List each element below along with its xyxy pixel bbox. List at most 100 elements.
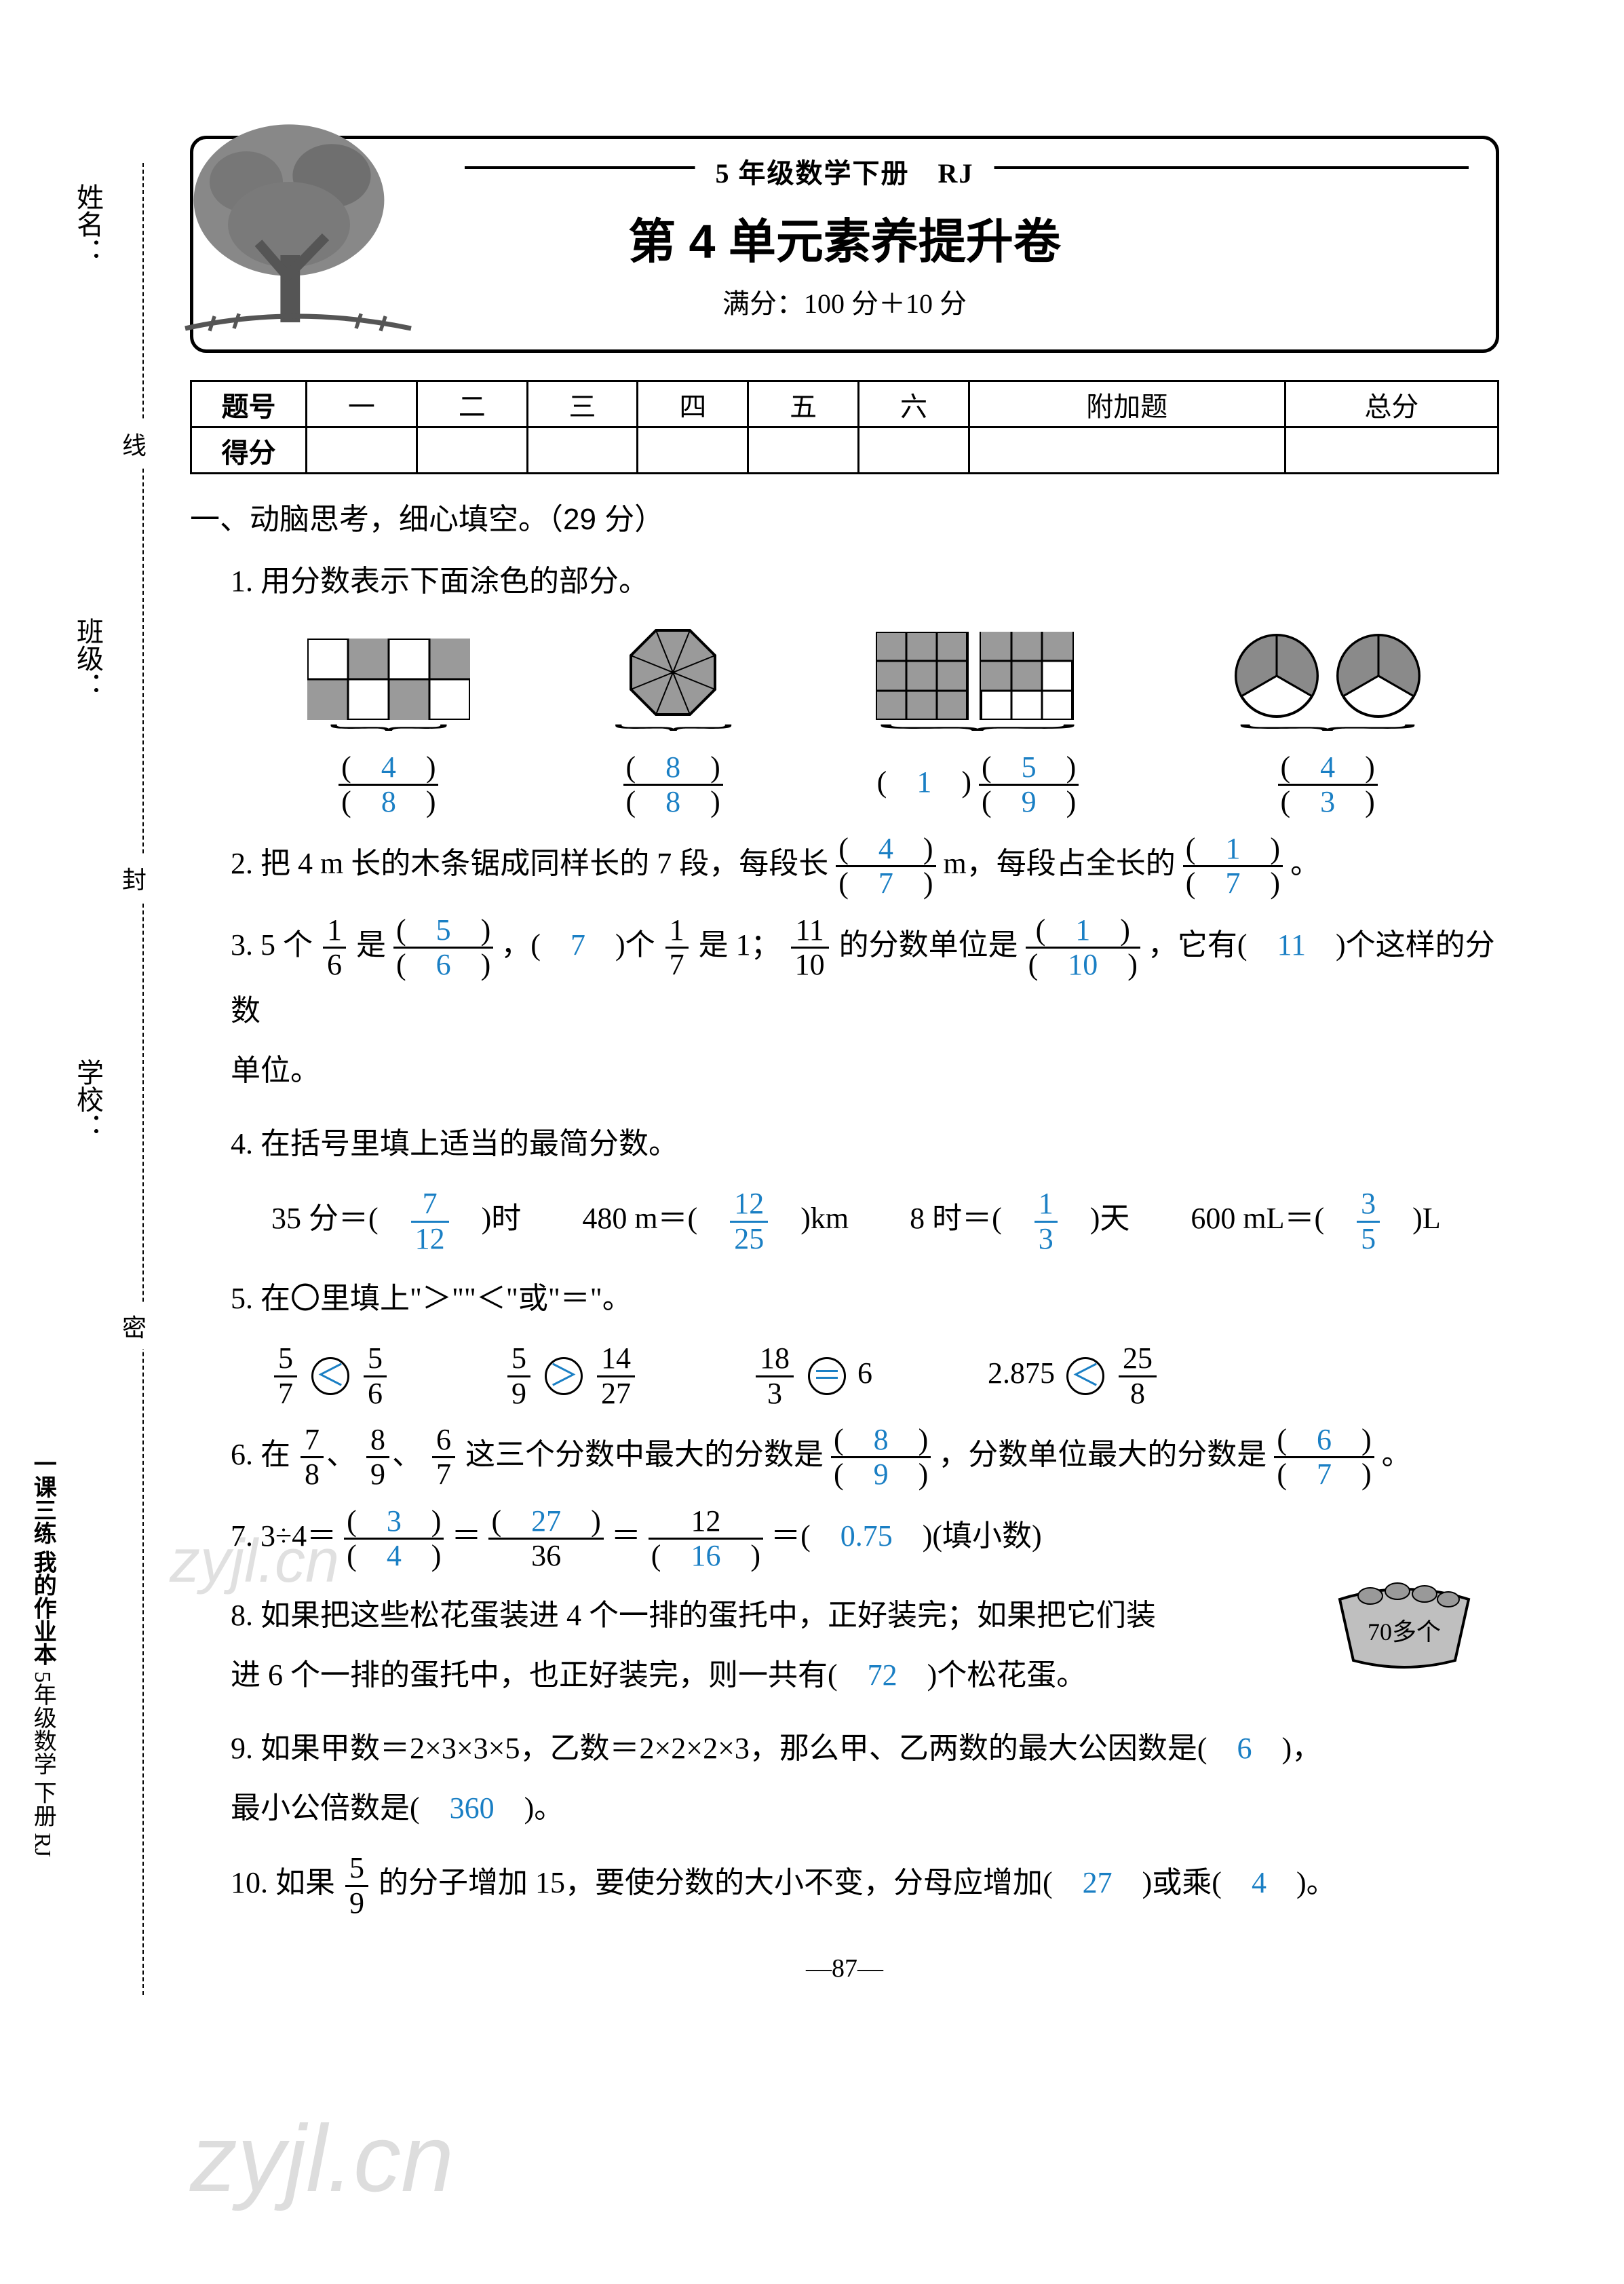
q2-text: 2. 把 4 m 长的木条锯成同样长的 7 段，每段长 xyxy=(231,847,828,880)
q7-eq2: ＝ xyxy=(611,1519,641,1553)
q3-f2: 17 xyxy=(665,914,689,982)
q9-l1a: 9. 如果甲数＝2×3×3×5，乙数＝2×2×2×3，那么甲、乙两数的最大公因数… xyxy=(231,1732,1237,1765)
question-4: 4. 在括号里填上适当的最简分数。 35 分＝( 712 )时 480 m＝( … xyxy=(231,1114,1499,1255)
q1-shapes-row: ︸ ( 4 ) ( 8 ) ︸ ( 8 ) ( 8 ) xyxy=(231,625,1499,819)
book-label: 5 年级数学下册 RJ xyxy=(695,151,994,191)
question-8: 70多个 8. 如果把这些松花蛋装进 4 个一排的蛋托中，正好装完；如果把它们装… xyxy=(231,1586,1499,1705)
spine-text-1: 5年级数学 下册 RJ xyxy=(30,1671,55,1857)
q8-l2b: )个松花蛋。 xyxy=(897,1658,1087,1692)
th-7: 附加题 xyxy=(969,381,1285,427)
question-9: 9. 如果甲数＝2×3×3×5，乙数＝2×2×2×3，那么甲、乙两数的最大公因数… xyxy=(231,1719,1499,1838)
th-4: 四 xyxy=(638,381,748,427)
q3-t6: ，它有( xyxy=(1148,928,1277,962)
octagon-icon xyxy=(625,625,720,720)
book-spine: 一课三练 我的作业本 5年级数学 下册 RJ xyxy=(27,1452,57,2063)
q5-c2: 59 ＞ 1427 xyxy=(505,1342,638,1410)
q6-post: 。 xyxy=(1382,1438,1412,1471)
q4-i4: 600 mL＝( 35 )L xyxy=(1191,1187,1440,1255)
q9-l2a: 最小公倍数是( xyxy=(231,1791,450,1825)
q10-pre: 10. 如果 xyxy=(231,1866,335,1899)
q3-t5: 的分数单位是 xyxy=(839,928,1018,962)
section-1-title: 一、动脑思考，细心填空。（29 分） xyxy=(190,495,1499,538)
q6-t2: ，分数单位最大的分数是 xyxy=(938,1438,1267,1471)
page-content: 5 年级数学下册 RJ 第 4 单元素养提升卷 满分：100 分＋10 分 题号… xyxy=(190,136,1499,1983)
q8-l1: 8. 如果把这些松花蛋装进 4 个一排的蛋托中，正好装完；如果把它们装 xyxy=(231,1599,1156,1632)
word-feng: 封 xyxy=(122,855,147,901)
watermark-1: zyjl.cn xyxy=(170,1527,339,1597)
q3-t2: ，( xyxy=(501,928,571,962)
td-2[interactable] xyxy=(417,427,527,474)
q10-t2: )或乘( xyxy=(1113,1866,1252,1899)
td-label: 得分 xyxy=(191,427,307,474)
q5-c3: 183 ＝ 6 xyxy=(753,1342,872,1410)
q7-eq1: ＝ xyxy=(451,1519,481,1553)
egg-bowl-icon: 70多个 xyxy=(1330,1572,1479,1674)
q3-t1: 是 xyxy=(356,928,386,962)
q10-a2: 4 xyxy=(1252,1866,1267,1899)
bowl-label: 70多个 xyxy=(1368,1618,1441,1645)
label-name: 姓名： xyxy=(68,183,107,265)
score-table: 题号 一 二 三 四 五 六 附加题 总分 得分 xyxy=(190,380,1499,474)
q5-c4: 2.875 ＜ 258 xyxy=(988,1342,1159,1410)
q7-a2: ( 27 )36 xyxy=(488,1505,603,1573)
q1-ans-4: ( 4 ) ( 3 ) xyxy=(1278,751,1378,819)
page-number: —87— xyxy=(190,1954,1499,1983)
score-value-row: 得分 xyxy=(191,427,1499,474)
q10-t3: )。 xyxy=(1267,1866,1336,1899)
q2-text-3: 。 xyxy=(1290,847,1320,880)
q7-post: )(填小数) xyxy=(893,1519,1042,1553)
q3-a2: 7 xyxy=(571,928,585,962)
th-8: 总分 xyxy=(1285,381,1498,427)
word-mi: 密 xyxy=(122,1303,147,1349)
th-3: 三 xyxy=(527,381,638,427)
q3-t: 3. 5 个 xyxy=(231,928,313,962)
q8-a1: 72 xyxy=(868,1658,897,1692)
q1-shape-1: ︸ ( 4 ) ( 8 ) xyxy=(307,639,470,819)
question-3: 3. 5 个 16 是 ( 5 )( 6 ) ，( 7 )个 17 是 1； 1… xyxy=(231,914,1499,1101)
q3-line2: 单位。 xyxy=(231,1054,320,1087)
q3-a1: ( 5 )( 6 ) xyxy=(393,914,493,982)
q1-shape-4: ︸ ( 4 ) ( 3 ) xyxy=(1233,632,1423,819)
q6-a2: ( 6 )( 7 ) xyxy=(1274,1424,1374,1491)
q1-ans-1: ( 4 ) ( 8 ) xyxy=(339,751,438,819)
question-1: 1. 用分数表示下面涂色的部分。 ︸ ( 4 ) ( 8 ) xyxy=(231,552,1499,819)
q1-shape-2: ︸ ( 8 ) ( 8 ) xyxy=(623,625,723,819)
q1-ans-3: ( 1 ) ( 5 ) ( 9 ) xyxy=(877,765,1079,799)
header-box: 5 年级数学下册 RJ 第 4 单元素养提升卷 满分：100 分＋10 分 xyxy=(190,136,1499,353)
td-4[interactable] xyxy=(638,427,748,474)
grid-pair-icon xyxy=(876,632,1079,720)
q10-t1: 的分子增加 15，要使分数的大小不变，分母应增加( xyxy=(379,1866,1083,1899)
q6-f3: 67 xyxy=(432,1424,455,1491)
td-1[interactable] xyxy=(307,427,417,474)
th-label: 题号 xyxy=(191,381,307,427)
q4-i3: 8 时＝( 13 )天 xyxy=(910,1187,1129,1255)
th-1: 一 xyxy=(307,381,417,427)
circle-pair-icon xyxy=(1233,632,1423,720)
td-7[interactable] xyxy=(969,427,1285,474)
q4-i2: 480 m＝( 1225 )km xyxy=(582,1187,849,1255)
question-6: 6. 在 78、 89、 67 这三个分数中最大的分数是 ( 8 )( 9 ) … xyxy=(231,1424,1499,1491)
td-6[interactable] xyxy=(859,427,969,474)
th-2: 二 xyxy=(417,381,527,427)
label-class: 班级： xyxy=(68,617,107,699)
q3-a3: ( 1 )( 10 ) xyxy=(1026,914,1140,982)
q10-a1: 27 xyxy=(1083,1866,1113,1899)
q1-shape-3: ︸ ( 1 ) ( 5 ) ( 9 ) xyxy=(876,632,1079,819)
q3-f1: 16 xyxy=(323,914,346,982)
td-3[interactable] xyxy=(527,427,638,474)
q3-a4: 11 xyxy=(1277,928,1306,962)
q2-text-2: m，每段占全长的 xyxy=(944,847,1176,880)
q7-a4: 0.75 xyxy=(840,1519,893,1553)
score-header-row: 题号 一 二 三 四 五 六 附加题 总分 xyxy=(191,381,1499,427)
paper-title: 第 4 单元素养提升卷 xyxy=(193,204,1496,272)
td-8[interactable] xyxy=(1285,427,1498,474)
q9-a1: 6 xyxy=(1237,1732,1252,1765)
td-5[interactable] xyxy=(748,427,859,474)
q6-f2: 89 xyxy=(366,1424,389,1491)
q6-t1: 这三个分数中最大的分数是 xyxy=(465,1438,824,1471)
q8-l2a: 进 6 个一排的蛋托中，也正好装完，则一共有( xyxy=(231,1658,868,1692)
th-6: 六 xyxy=(859,381,969,427)
watermark-2: zyjl.cn xyxy=(190,2104,454,2213)
q5-c1: 57 ＜ 56 xyxy=(271,1342,389,1410)
q9-l2b: )。 xyxy=(495,1791,564,1825)
